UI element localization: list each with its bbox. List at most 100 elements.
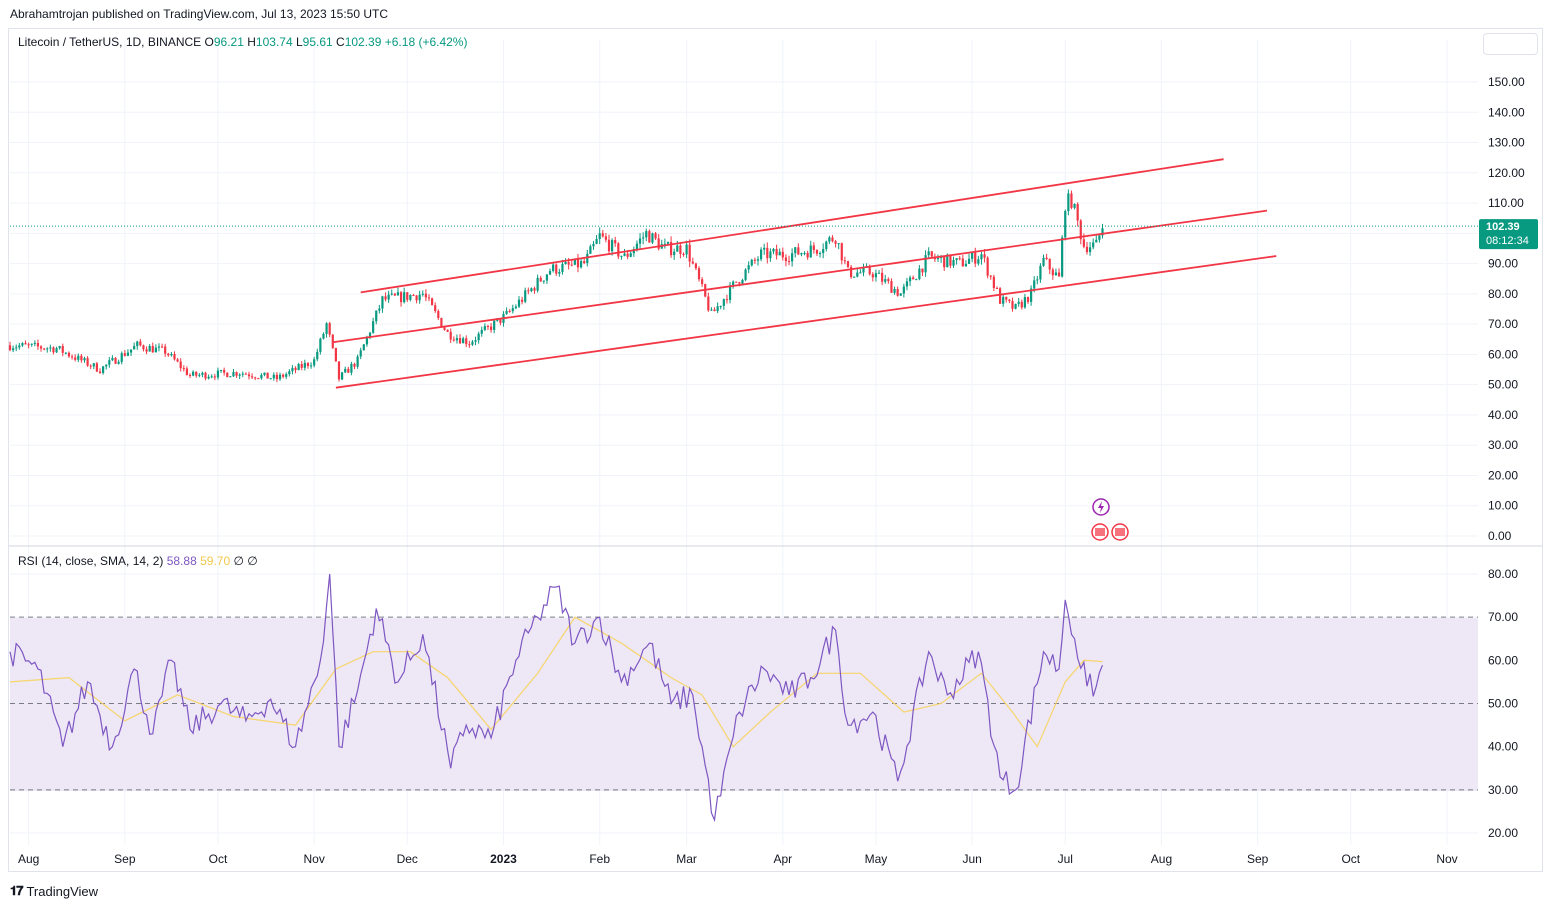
candle	[235, 371, 238, 378]
candle	[142, 344, 145, 352]
candle	[64, 352, 67, 355]
event-flag-icon[interactable]	[1091, 523, 1109, 541]
candle	[83, 356, 86, 363]
candlestick-series	[8, 189, 1104, 383]
candle	[167, 352, 170, 357]
candle	[493, 318, 496, 334]
candle	[399, 290, 403, 307]
chart-corner-button[interactable]	[1483, 33, 1538, 55]
candle	[791, 248, 794, 267]
candle	[1088, 242, 1092, 256]
candle	[378, 304, 381, 314]
candle	[750, 258, 753, 267]
candle	[319, 337, 322, 355]
candle	[201, 371, 204, 378]
candle	[489, 322, 493, 333]
candle	[561, 259, 564, 275]
footer-brand[interactable]: 𝟏𝟕 TradingView	[10, 883, 98, 899]
candle	[12, 345, 15, 353]
candle	[871, 272, 874, 282]
candle	[505, 307, 508, 315]
candle	[921, 268, 924, 277]
candle	[344, 366, 347, 373]
candle	[881, 267, 884, 286]
candle	[918, 265, 921, 281]
candle	[350, 361, 353, 376]
candle	[294, 366, 297, 374]
candle	[145, 346, 148, 355]
candle	[390, 289, 393, 296]
candle	[30, 343, 33, 347]
candle	[849, 264, 853, 279]
price-tick-label: 70.00	[1488, 317, 1518, 331]
rsi-value: 58.88	[166, 554, 197, 568]
candle	[179, 358, 182, 372]
candle	[924, 250, 927, 277]
candle	[182, 365, 185, 372]
candle	[204, 371, 207, 381]
candle	[660, 239, 663, 249]
candle	[601, 229, 604, 238]
candle	[1098, 235, 1101, 243]
candle	[474, 336, 477, 346]
rsi-tick-label: 60.00	[1488, 653, 1518, 667]
candle	[300, 361, 303, 371]
candle	[123, 350, 126, 357]
candle	[223, 367, 226, 376]
candle	[669, 236, 673, 258]
event-flag-icon-2[interactable]	[1111, 523, 1129, 541]
time-tick-label: Jul	[1058, 852, 1073, 866]
tradingview-logo-icon: 𝟏𝟕	[10, 883, 24, 898]
candle	[409, 294, 412, 302]
candle	[241, 371, 244, 378]
candle	[787, 255, 791, 266]
candle	[1014, 303, 1017, 310]
candle	[359, 347, 362, 360]
candle	[114, 357, 117, 365]
candle	[784, 254, 788, 267]
candle	[539, 275, 542, 282]
candle	[530, 287, 533, 293]
price-tick-label: 20.00	[1488, 468, 1518, 482]
candle	[129, 349, 133, 356]
candle	[406, 292, 409, 303]
candle	[747, 261, 750, 274]
candle	[164, 343, 167, 357]
price-tick-label: 30.00	[1488, 438, 1518, 452]
candle	[964, 260, 968, 267]
candle	[232, 368, 235, 377]
candle	[1079, 219, 1082, 245]
candle	[173, 351, 176, 361]
candle	[449, 328, 452, 344]
candle	[725, 294, 729, 304]
candle	[486, 324, 490, 331]
price-tick-label: 140.00	[1488, 105, 1525, 119]
candle	[126, 349, 130, 357]
low-value: 95.61	[302, 35, 333, 49]
candle	[803, 251, 806, 256]
event-lightning-icon[interactable]	[1092, 498, 1110, 516]
candle	[418, 290, 421, 304]
price-tick-label: 110.00	[1488, 196, 1524, 210]
candle	[46, 347, 49, 353]
candle	[384, 292, 387, 302]
candle	[797, 243, 800, 255]
rsi-extra-2: ∅	[247, 554, 258, 568]
rsi-legend: RSI (14, close, SMA, 14, 2) 58.88 59.70 …	[18, 554, 258, 568]
candle	[809, 240, 812, 258]
candle	[806, 250, 809, 260]
candle	[55, 346, 58, 354]
time-tick-label: 2023	[490, 852, 517, 866]
candle	[822, 243, 825, 259]
rsi-axis: 80.00 70.00 60.00 50.00 40.00 30.00 20.00	[1488, 567, 1518, 840]
rsi-tick-label: 80.00	[1488, 567, 1518, 581]
candle	[589, 244, 592, 254]
candle	[899, 293, 902, 296]
candle	[701, 277, 704, 287]
candle	[837, 242, 840, 250]
candle	[679, 241, 682, 259]
candle	[759, 247, 763, 262]
candle	[185, 366, 189, 376]
candle	[508, 308, 511, 313]
